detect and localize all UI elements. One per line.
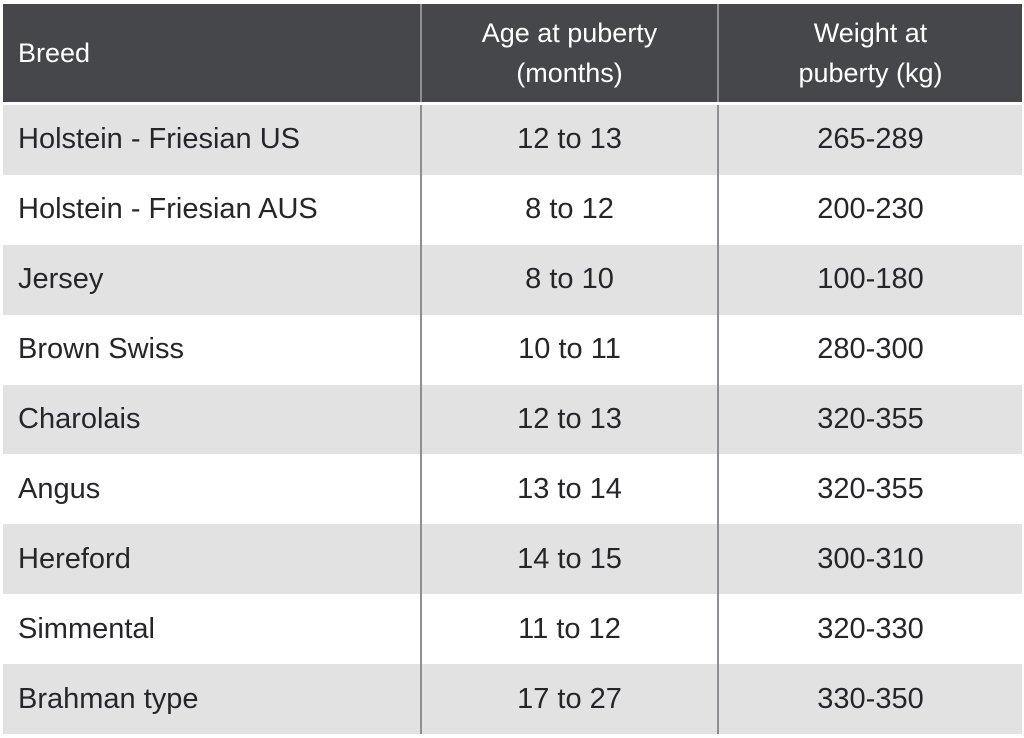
table-body: Holstein - Friesian US 12 to 13 265-289 … — [3, 105, 1022, 735]
table-header-row: Breed Age at puberty (months) Weight at … — [3, 4, 1022, 102]
age-cell: 12 to 13 — [420, 105, 717, 175]
weight-cell: 265-289 — [717, 105, 1022, 175]
column-header-weight-line2: puberty (kg) — [798, 58, 943, 88]
column-header-weight: Weight at puberty (kg) — [717, 4, 1022, 102]
column-header-weight-line1: Weight at — [813, 18, 928, 48]
age-cell: 8 to 10 — [420, 244, 717, 315]
breed-cell: Brown Swiss — [18, 333, 184, 366]
table-row: Brown Swiss 10 to 11 280-300 — [3, 314, 1022, 385]
weight-cell: 300-310 — [717, 524, 1022, 595]
weight-cell: 320-330 — [717, 594, 1022, 665]
column-header-breed: Breed — [3, 4, 420, 102]
table-row: Angus 13 to 14 320-355 — [3, 454, 1022, 525]
breed-cell: Brahman type — [18, 682, 199, 715]
column-header-age: Age at puberty (months) — [420, 4, 717, 102]
weight-cell: 200-230 — [717, 174, 1022, 245]
breed-cell: Jersey — [18, 263, 104, 296]
breed-cell: Hereford — [18, 542, 131, 575]
breed-cell: Holstein - Friesian AUS — [18, 193, 318, 226]
table-row: Hereford 14 to 15 300-310 — [3, 524, 1022, 595]
breed-cell: Angus — [18, 472, 101, 505]
weight-cell: 330-350 — [717, 664, 1022, 735]
age-cell: 8 to 12 — [420, 174, 717, 245]
age-cell: 14 to 15 — [420, 524, 717, 595]
age-cell: 10 to 11 — [420, 314, 717, 385]
age-cell: 11 to 12 — [420, 594, 717, 665]
table-row: Holstein - Friesian US 12 to 13 265-289 — [3, 105, 1022, 175]
age-cell: 13 to 14 — [420, 454, 717, 525]
column-header-breed-label: Breed — [18, 38, 91, 68]
age-cell: 17 to 27 — [420, 664, 717, 735]
age-cell: 12 to 13 — [420, 384, 717, 455]
weight-cell: 320-355 — [717, 454, 1022, 525]
breed-cell: Holstein - Friesian US — [18, 123, 301, 156]
weight-cell: 320-355 — [717, 384, 1022, 455]
table-row: Brahman type 17 to 27 330-350 — [3, 664, 1022, 735]
breed-cell: Simmental — [18, 612, 155, 645]
table-row: Holstein - Friesian AUS 8 to 12 200-230 — [3, 174, 1022, 245]
table-row: Jersey 8 to 10 100-180 — [3, 244, 1022, 315]
breed-cell: Charolais — [18, 403, 141, 435]
column-header-age-line1: Age at puberty — [481, 18, 658, 48]
table-row: Simmental 11 to 12 320-330 — [3, 594, 1022, 665]
table-row: Charolais 12 to 13 320-355 — [3, 384, 1022, 455]
weight-cell: 100-180 — [717, 244, 1022, 315]
weight-cell: 280-300 — [717, 314, 1022, 385]
column-header-age-line2: (months) — [516, 58, 623, 88]
